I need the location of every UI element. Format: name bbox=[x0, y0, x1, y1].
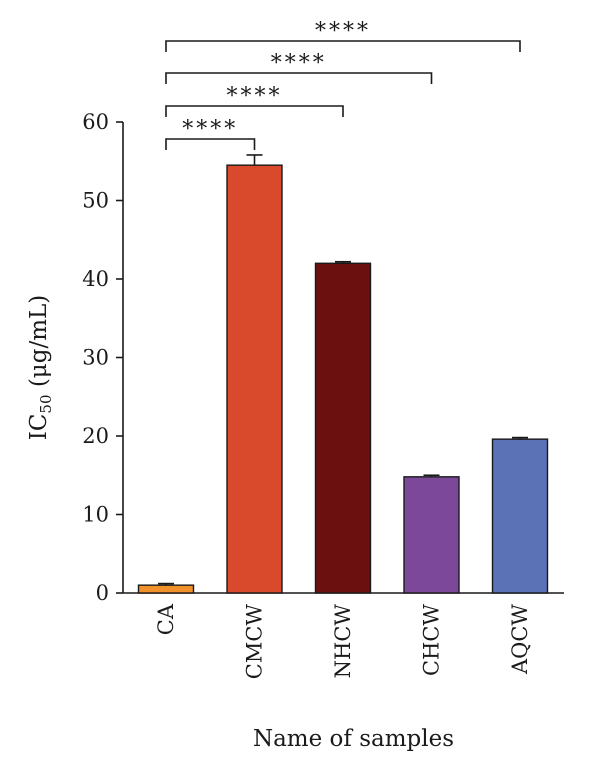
bar-ca bbox=[137, 584, 195, 594]
x-tick-label-ca: CA bbox=[154, 603, 178, 635]
y-tick-label: 40 bbox=[82, 267, 109, 291]
significance-bracket-aqcw bbox=[165, 40, 521, 52]
significance-label-nhcw: **** bbox=[227, 84, 283, 109]
category-labels: CA CMCW NHCW CHCW AQCW bbox=[154, 603, 532, 679]
bars bbox=[137, 164, 549, 594]
y-tick-label: 20 bbox=[82, 424, 109, 448]
y-axis-title: IC50 (μg/mL) bbox=[26, 295, 55, 441]
y-tick-label: 30 bbox=[82, 346, 109, 370]
bar-cmcw bbox=[226, 164, 283, 594]
y-axis-title-suffix: (μg/mL) bbox=[26, 295, 52, 395]
y-tick-label: 0 bbox=[96, 581, 109, 605]
x-tick-label-chcw: CHCW bbox=[420, 604, 444, 676]
y-ticks: 0 10 20 30 40 50 60 bbox=[82, 110, 123, 605]
significance-bracket-chcw bbox=[165, 72, 433, 84]
significance-label-cmcw: **** bbox=[182, 117, 238, 142]
x-tick-label-nhcw: NHCW bbox=[331, 604, 355, 679]
y-tick-label: 60 bbox=[82, 110, 109, 134]
significance-label-aqcw: **** bbox=[315, 19, 371, 44]
y-axis-title-prefix: IC bbox=[26, 414, 52, 441]
bar-nhcw bbox=[314, 262, 372, 594]
x-axis-title: Name of samples bbox=[253, 726, 454, 752]
bar-aqcw bbox=[491, 438, 549, 594]
significance-bracket-cmcw bbox=[165, 138, 256, 150]
x-tick-label-aqcw: AQCW bbox=[508, 604, 532, 675]
bar-chcw bbox=[403, 476, 460, 594]
x-tick-label-cmcw: CMCW bbox=[243, 604, 267, 680]
significance-label-chcw: **** bbox=[271, 51, 327, 76]
significance-brackets: **** **** **** **** bbox=[165, 19, 521, 150]
y-axis-title-subscript: 50 bbox=[37, 394, 55, 413]
significance-bracket-nhcw bbox=[165, 105, 344, 117]
error-bars bbox=[158, 154, 528, 586]
y-tick-label: 50 bbox=[82, 189, 109, 213]
y-tick-label: 10 bbox=[82, 503, 109, 527]
